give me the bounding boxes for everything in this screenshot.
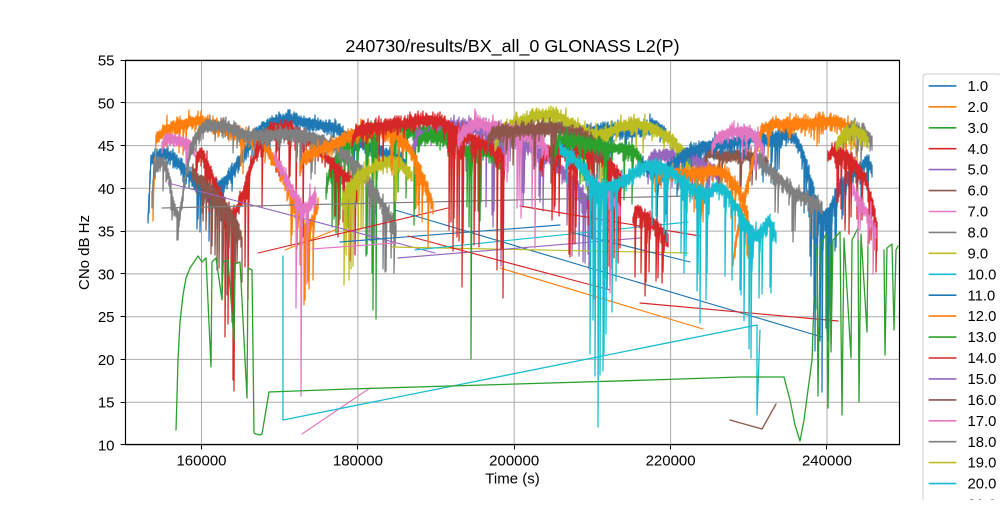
svg-text:Time (s): Time (s) [485, 471, 539, 488]
svg-text:16.0: 16.0 [968, 393, 997, 409]
svg-text:14.0: 14.0 [968, 351, 997, 367]
svg-text:3.0: 3.0 [968, 121, 989, 137]
svg-text:2.0: 2.0 [968, 100, 989, 116]
svg-text:11.0: 11.0 [968, 288, 996, 304]
svg-text:8.0: 8.0 [968, 226, 989, 242]
svg-text:CNo dB Hz: CNo dB Hz [76, 215, 93, 290]
svg-text:40: 40 [98, 181, 115, 198]
svg-text:25: 25 [98, 309, 115, 326]
svg-text:7.0: 7.0 [968, 205, 989, 221]
svg-text:5.0: 5.0 [968, 163, 989, 179]
svg-text:180000: 180000 [333, 453, 383, 470]
svg-text:240000: 240000 [802, 453, 852, 470]
svg-text:35: 35 [98, 224, 115, 241]
svg-text:220000: 220000 [646, 453, 696, 470]
svg-text:15: 15 [98, 395, 115, 412]
svg-text:17.0: 17.0 [968, 414, 997, 430]
svg-text:45: 45 [98, 138, 115, 155]
svg-text:1.0: 1.0 [968, 79, 989, 95]
svg-text:6.0: 6.0 [968, 184, 989, 200]
svg-text:10: 10 [98, 438, 115, 455]
svg-text:18.0: 18.0 [968, 435, 997, 451]
svg-text:13.0: 13.0 [968, 330, 997, 346]
svg-text:12.0: 12.0 [968, 309, 997, 325]
svg-text:10.0: 10.0 [968, 267, 997, 283]
svg-text:4.0: 4.0 [968, 142, 989, 158]
svg-text:9.0: 9.0 [968, 246, 989, 262]
svg-text:20.0: 20.0 [968, 477, 997, 493]
svg-text:160000: 160000 [176, 453, 226, 470]
svg-text:240730/results/BX_all_0 GLONAS: 240730/results/BX_all_0 GLONASS L2(P) [345, 36, 679, 57]
svg-text:55: 55 [98, 53, 115, 70]
svg-text:15.0: 15.0 [968, 372, 997, 388]
svg-text:19.0: 19.0 [968, 456, 997, 472]
svg-text:30: 30 [98, 266, 115, 283]
svg-text:50: 50 [98, 95, 115, 112]
svg-text:20: 20 [98, 352, 115, 369]
svg-text:200000: 200000 [489, 453, 539, 470]
